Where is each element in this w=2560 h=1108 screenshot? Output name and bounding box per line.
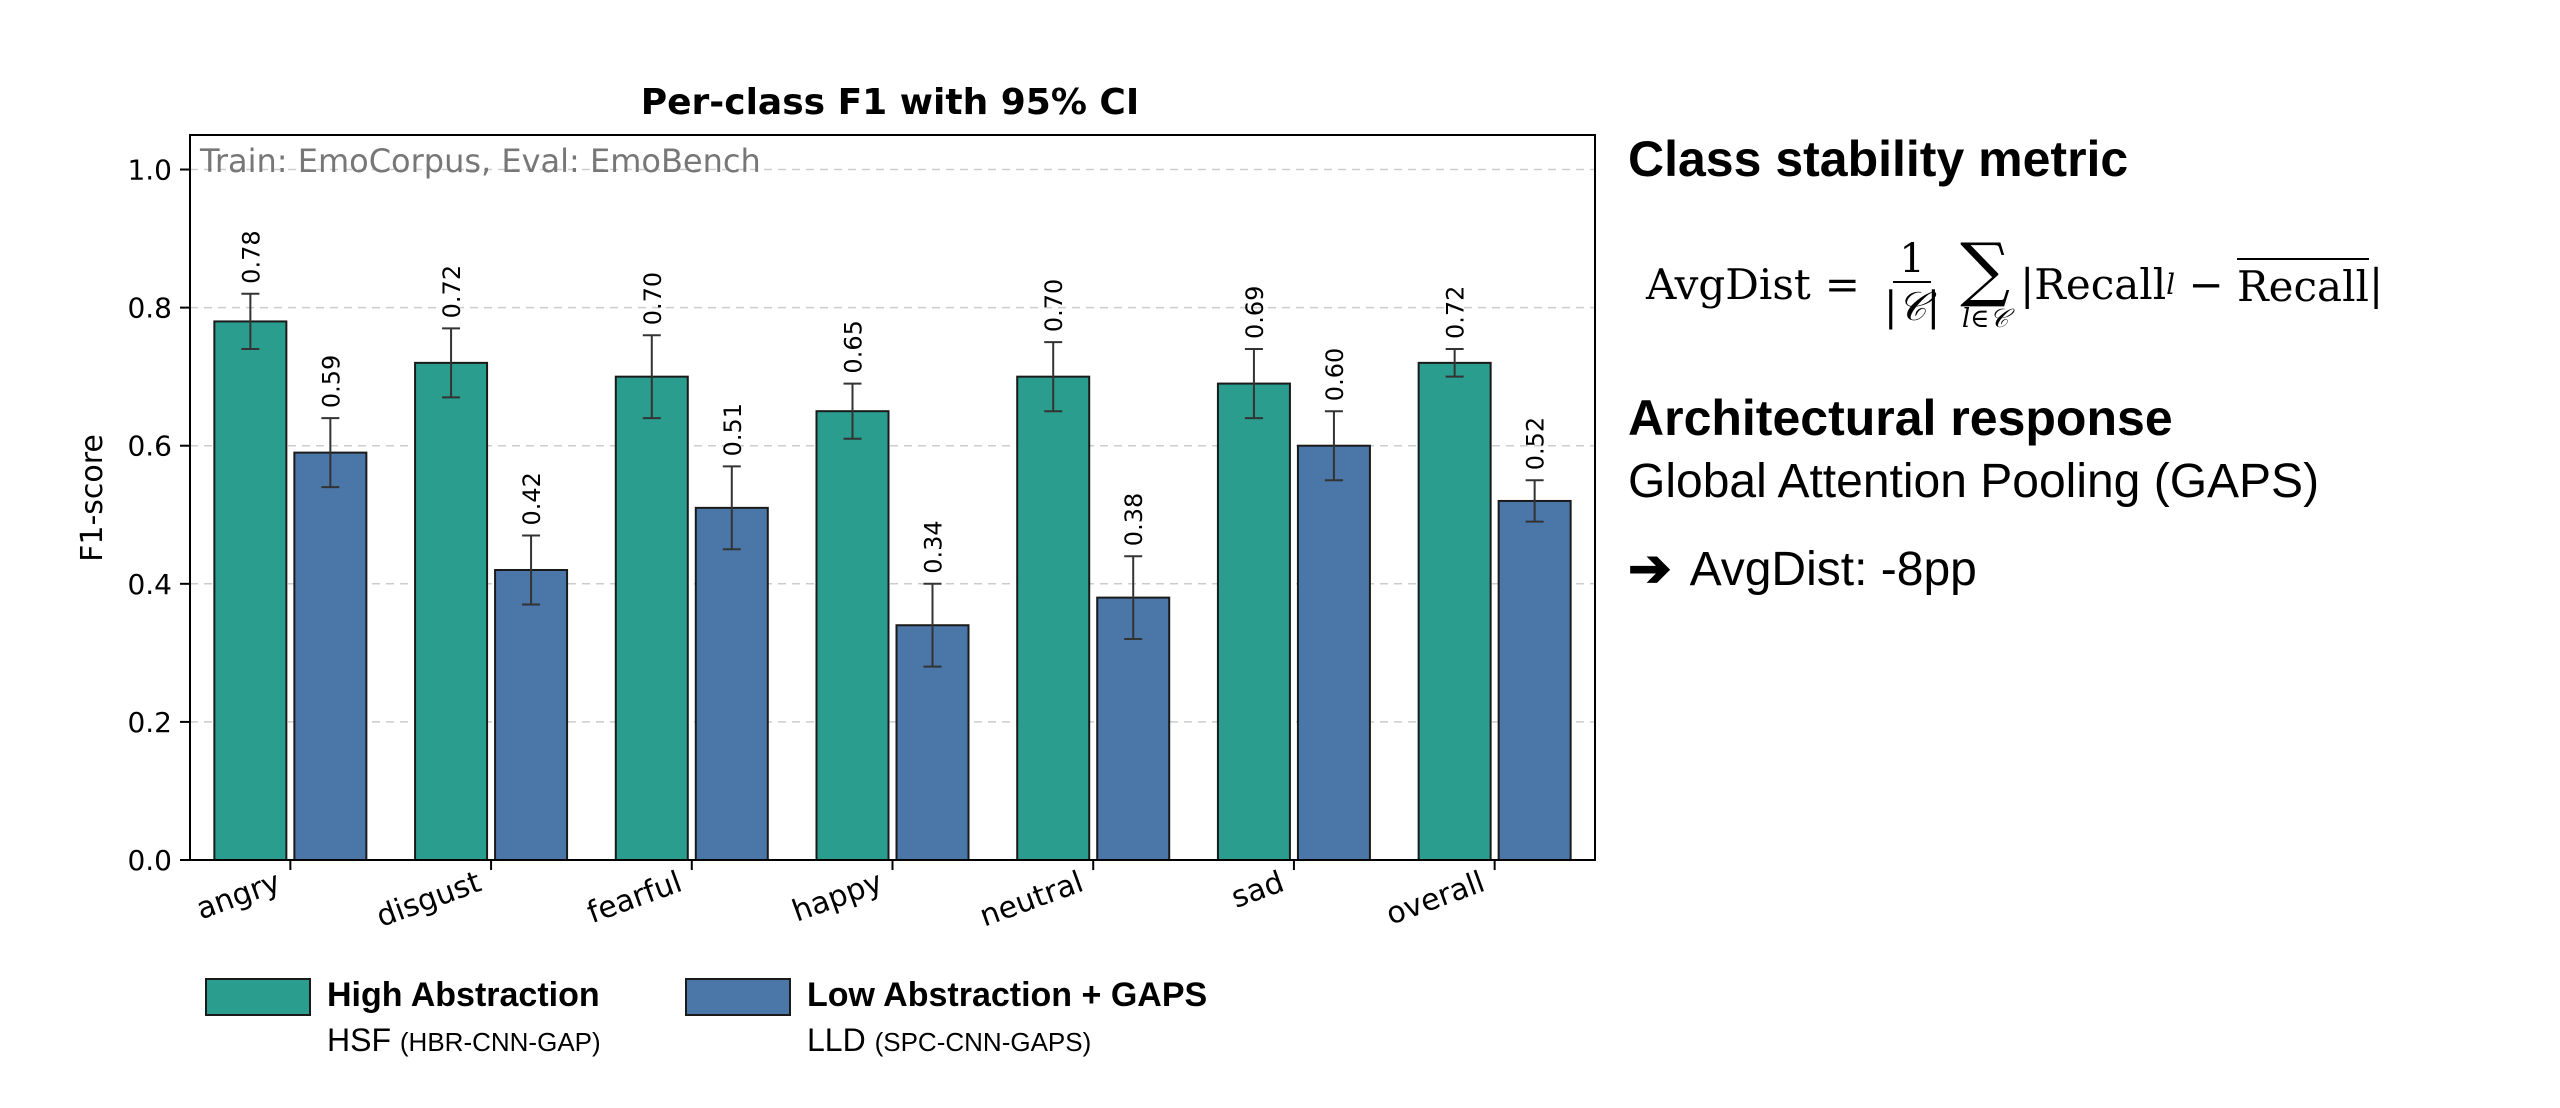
legend-sublabel: HSF (HBR-CNN-GAP) xyxy=(327,1022,601,1059)
architectural-section: Architectural response Global Attention … xyxy=(1628,391,2528,599)
formula-fraction: 1 |𝒞| xyxy=(1884,237,1940,331)
chart-subtitle: Train: EmoCorpus, Eval: EmoBench xyxy=(199,142,761,180)
legend-sublabel-model: (HBR-CNN-GAP) xyxy=(399,1027,601,1057)
formula-numerator: 1 xyxy=(1893,237,1931,283)
formula-lhs: AvgDist xyxy=(1646,259,1811,309)
x-tick-label: fearful xyxy=(583,865,687,931)
bar xyxy=(1417,361,1492,861)
formula-denominator: |𝒞| xyxy=(1883,284,1941,330)
legend-label: High Abstraction xyxy=(327,976,600,1014)
x-tick-label: neutral xyxy=(975,865,1088,935)
bars: 0.78 0.59 0.72 0.42 0.70 0.51 0.65 0.34 0.70 0.38… xyxy=(213,230,1572,861)
plot-frame xyxy=(189,134,1596,861)
grid-lines xyxy=(190,168,1595,723)
bar xyxy=(1096,596,1171,861)
response-text: Global Attention Pooling (GAPS) xyxy=(1628,455,2320,508)
chart: Per-class F1 with 95% CI 0.78 0.59 0.72 0.4… xyxy=(75,82,1596,935)
y-tick-label: 0.4 xyxy=(127,568,172,601)
chart-title: Per-class F1 with 95% CI xyxy=(641,82,1140,123)
bar xyxy=(1216,382,1291,861)
bar xyxy=(414,361,489,861)
data-label: 0.42 xyxy=(518,472,546,525)
side-panel: Class stability metric AvgDist = 1 |𝒞| ∑… xyxy=(1628,132,2528,599)
y-tick-label: 1.0 xyxy=(127,154,172,187)
sum-subscript: l∈𝒞 xyxy=(1961,303,2009,334)
bar xyxy=(614,375,689,861)
data-label: 0.72 xyxy=(438,265,466,318)
bar xyxy=(1016,375,1091,861)
formula-close: | xyxy=(2368,259,2384,309)
data-label: 0.38 xyxy=(1120,493,1148,546)
data-label: 0.69 xyxy=(1241,286,1269,339)
x-tick-label: sad xyxy=(1227,865,1289,916)
architectural-response-heading: Architectural response xyxy=(1628,390,2173,446)
x-tick-label: angry xyxy=(192,865,285,927)
data-label: 0.59 xyxy=(317,355,345,408)
data-label: 0.65 xyxy=(840,320,868,373)
data-label: 0.70 xyxy=(639,272,667,325)
legend-sublabel-main: LLD xyxy=(807,1022,866,1058)
formula-term: |Recall xyxy=(2020,259,2167,309)
legend-label: Low Abstraction + GAPS xyxy=(807,976,1208,1014)
result-line: ➔ AvgDist: -8pp xyxy=(1628,539,2528,599)
y-tick-label: 0.0 xyxy=(127,844,172,877)
y-tick-label: 0.6 xyxy=(127,430,172,463)
x-tick-label: overall xyxy=(1382,865,1490,933)
bar xyxy=(293,451,368,861)
arrow-right-icon: ➔ xyxy=(1628,540,1672,598)
data-label: 0.70 xyxy=(1040,279,1068,332)
x-tick-label: disgust xyxy=(372,865,486,935)
bar xyxy=(815,410,890,861)
bar xyxy=(694,506,769,861)
formula-minus: − xyxy=(2175,259,2238,309)
x-tick-label: happy xyxy=(788,865,888,930)
bar xyxy=(213,320,288,861)
y-tick-label: 0.8 xyxy=(127,292,172,325)
result-text: AvgDist: -8pp xyxy=(1689,542,1977,596)
data-label: 0.72 xyxy=(1442,286,1470,339)
legend-sublabel-main: HSF xyxy=(327,1022,391,1058)
stability-metric-heading: Class stability metric xyxy=(1628,131,2129,187)
formula-term-subscript: l xyxy=(2166,267,2176,301)
avgdist-formula: AvgDist = 1 |𝒞| ∑ l∈𝒞 |Recall l − Recall … xyxy=(1646,209,2528,359)
sum-sign-icon: ∑ xyxy=(1960,227,2011,310)
data-label: 0.60 xyxy=(1321,348,1349,401)
legend-swatch-low-abstraction xyxy=(685,978,791,1016)
data-label: 0.51 xyxy=(719,403,747,456)
formula-equals: = xyxy=(1824,259,1860,309)
data-label: 0.34 xyxy=(920,520,948,573)
legend-sublabel: LLD (SPC-CNN-GAPS) xyxy=(807,1022,1091,1059)
data-label: 0.52 xyxy=(1522,417,1550,470)
bar xyxy=(494,569,569,861)
legend-sublabel-model: (SPC-CNN-GAPS) xyxy=(874,1027,1092,1057)
bar xyxy=(1296,444,1371,861)
formula-mean-recall: Recall xyxy=(2237,257,2369,311)
data-label: 0.78 xyxy=(237,230,265,283)
formula-sum: ∑ l∈𝒞 xyxy=(1960,234,2010,335)
bar xyxy=(1497,499,1572,861)
y-tick-label: 0.2 xyxy=(127,706,172,739)
legend: High Abstraction HSF (HBR-CNN-GAP) Low A… xyxy=(205,970,1305,1080)
legend-swatch-high-abstraction xyxy=(205,978,311,1016)
y-axis-label: F1-score xyxy=(75,434,110,562)
